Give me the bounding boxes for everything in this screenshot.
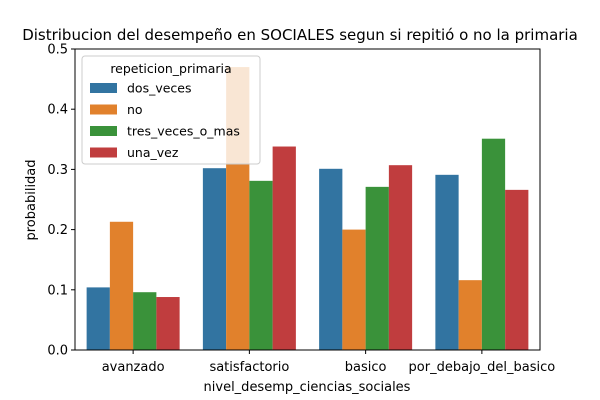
x-tick-label: basico: [345, 360, 387, 375]
bar-tres_veces_o_mas-basico: [365, 186, 389, 350]
plot-frame: [74, 48, 541, 351]
bar-una_vez-avanzado: [156, 297, 180, 350]
y-tick-label: 0.3: [47, 163, 68, 178]
legend-swatch-una_vez: [90, 147, 117, 158]
legend-swatch-dos_veces: [90, 83, 117, 93]
legend-box: [81, 55, 261, 165]
y-tick-label: 0.5: [47, 43, 68, 58]
bar-no-avanzado: [109, 221, 134, 350]
y-tick-label: 0.2: [47, 223, 68, 238]
y-tick-label: 0.0: [47, 344, 68, 359]
bar-una_vez-por_debajo_del_basico: [505, 189, 529, 350]
bar-no-basico: [342, 229, 366, 350]
bar-una_vez-basico: [388, 165, 413, 350]
bar-dos_veces-satisfactorio: [202, 168, 227, 350]
bar-una_vez-satisfactorio: [272, 146, 296, 350]
legend-label-no: no: [127, 102, 143, 117]
bar-tres_veces_o_mas-por_debajo_del_basico: [481, 138, 506, 350]
legend-label-una_vez: una_vez: [127, 145, 179, 160]
legend-label-tres_veces_o_mas: tres_veces_o_mas: [127, 124, 240, 139]
legend-swatch-tres_veces_o_mas: [90, 126, 117, 136]
legend-label-dos_veces: dos_veces: [127, 81, 192, 96]
y-tick-label: 0.1: [47, 283, 68, 298]
legend-title: repeticion_primaria: [110, 61, 231, 76]
y-axis-label: probabilidad: [24, 159, 39, 240]
bar-dos_veces-basico: [319, 168, 343, 350]
legend-swatch-no: [90, 104, 117, 115]
x-tick-label: satisfactorio: [209, 360, 289, 375]
x-tick-label: avanzado: [102, 360, 165, 375]
bar-tres_veces_o_mas-satisfactorio: [249, 180, 273, 350]
bar-dos_veces-avanzado: [86, 287, 110, 350]
axes-layer: 0.0 0.1 0.2 0.3 0.4 0.5 avanzado satisfactorio b…: [47, 43, 555, 376]
x-axis-label: nivel_desemp_ciencias_sociales: [204, 380, 411, 395]
x-tick-label: por_debajo_del_basico: [409, 360, 556, 375]
chart-title: Distribucion del desempeño en SOCIALES s…: [22, 26, 578, 44]
y-tick-label: 0.4: [47, 103, 68, 118]
bar-no-por_debajo_del_basico: [458, 280, 482, 350]
bars-layer: [86, 67, 529, 350]
bar-dos_veces-por_debajo_del_basico: [435, 174, 459, 350]
bar-tres_veces_o_mas-avanzado: [133, 292, 157, 350]
